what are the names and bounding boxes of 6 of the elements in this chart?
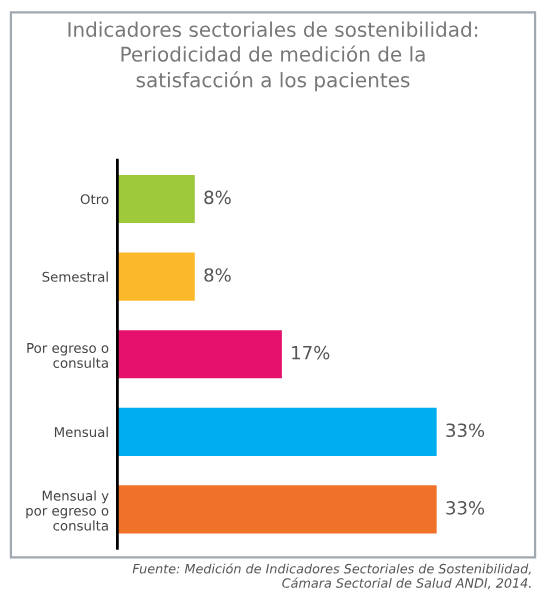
data-label: 8% [204,190,231,205]
data-label: 17% [292,345,330,360]
chart-title: Indicadores sectoriales de sostenibilidad: Periodicidad de medición de la satisfacción a los pacientes [68,21,478,92]
data-label: 33% [446,501,485,515]
data-label: 8% [204,268,231,282]
data-label: 33% [446,423,485,438]
